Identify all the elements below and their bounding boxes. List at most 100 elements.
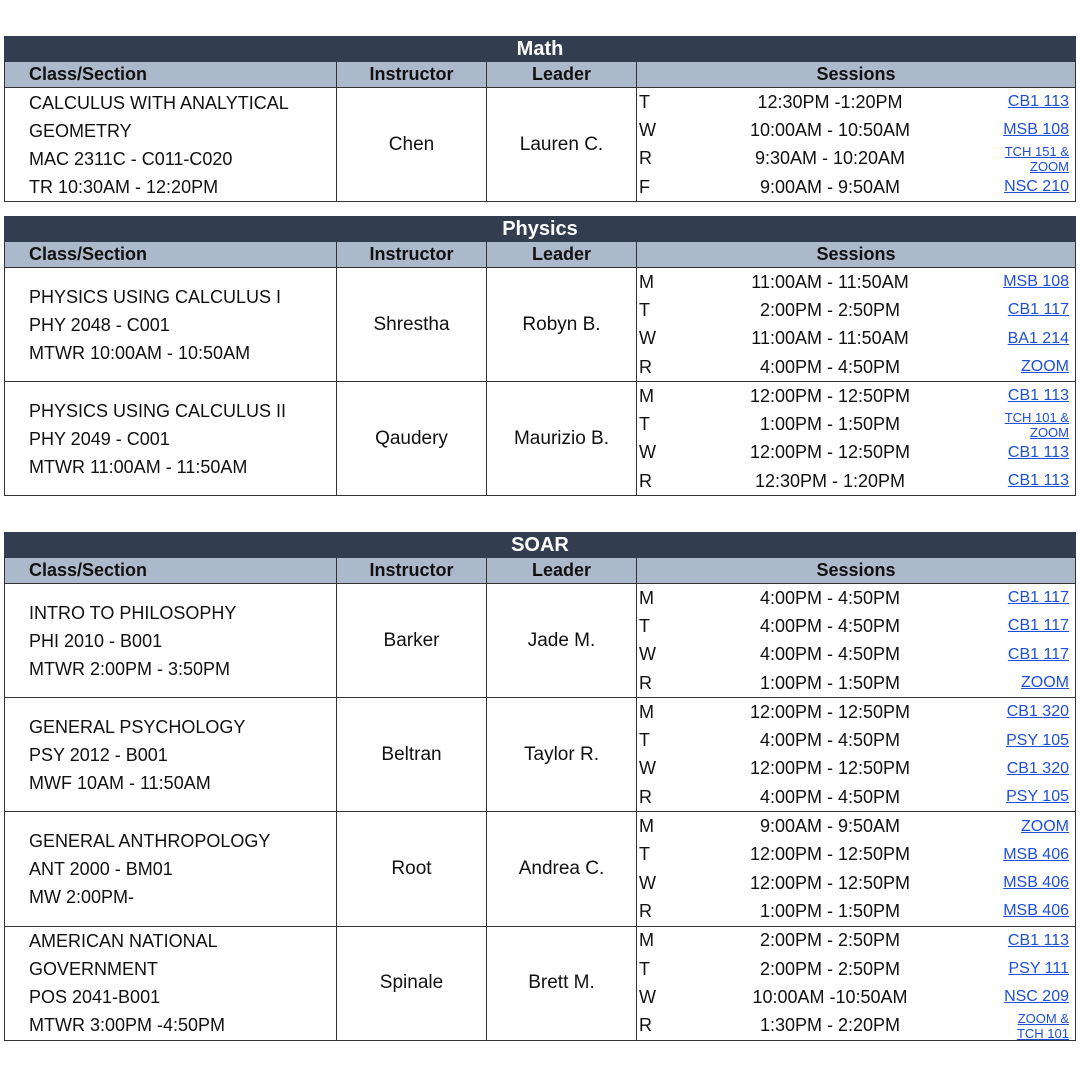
class-section-line: MAC 2311C - C011-C020 — [29, 148, 233, 169]
session-day: W — [639, 986, 656, 1007]
session-room-link[interactable]: MSB 108 — [1003, 273, 1069, 291]
session-time: 4:00PM - 4:50PM — [759, 615, 901, 636]
session-line: R 1:30PM - 2:20PM ZOOM & TCH 101 — [639, 1010, 1069, 1041]
session-room-link[interactable]: PSY 111 — [1008, 960, 1070, 977]
session-time: 11:00AM - 11:50AM — [751, 328, 909, 349]
session-line: T 12:00PM - 12:50PM MSB 406 — [639, 841, 1069, 869]
table-header-row: Class/Section Instructor Leader Sessions — [4, 62, 1076, 88]
column-header-sessions: Sessions — [816, 64, 896, 84]
session-time: 4:00PM - 4:50PM — [759, 786, 901, 807]
column-header-class: Class/Section — [5, 242, 337, 267]
session-line: R 1:00PM - 1:50PM MSB 406 — [639, 897, 1069, 925]
class-section-line: PSY 2012 - B001 — [29, 744, 168, 765]
subject-title: Math — [4, 36, 1076, 62]
subject-title: SOAR — [4, 532, 1076, 558]
session-time: 4:00PM - 4:50PM — [759, 587, 901, 608]
session-line: T 2:00PM - 2:50PM CB1 117 — [639, 296, 1069, 324]
session-line: R 4:00PM - 4:50PM ZOOM — [639, 353, 1069, 381]
session-time: 1:30PM - 2:20PM — [759, 1015, 901, 1036]
column-header-leader: Leader — [487, 558, 637, 583]
session-day: R — [639, 672, 652, 693]
leader-cell: Maurizio B. — [487, 382, 637, 496]
session-room-link[interactable]: MSB 108 — [1003, 121, 1069, 139]
session-room-link[interactable]: CB1 113 — [1007, 387, 1069, 405]
session-room-link[interactable]: CB1 117 — [1007, 589, 1069, 607]
sessions-cell: M 11:00AM - 11:50AM MSB 108 T 2:00PM - 2:50P… — [637, 268, 1075, 381]
session-room-link[interactable]: MSB 406 — [1003, 874, 1069, 892]
session-room-link[interactable]: ZOOM & TCH 101 — [1016, 1010, 1069, 1041]
session-time: 1:00PM - 1:50PM — [759, 414, 901, 435]
sessions-cell: M 4:00PM - 4:50PM CB1 117 T 4:00PM - 4:50PM C… — [637, 584, 1075, 697]
session-room-link[interactable]: CB1 320 — [1006, 703, 1069, 721]
column-header-instructor: Instructor — [337, 242, 487, 267]
class-section-line: ANT 2000 - BM01 — [29, 858, 173, 879]
session-room-link[interactable]: ZOOM — [1021, 817, 1069, 835]
class-section-line: PHY 2049 - C001 — [29, 428, 170, 449]
instructor-cell: Shrestha — [337, 268, 487, 382]
session-line: R 1:00PM - 1:50PM ZOOM — [639, 669, 1069, 697]
class-section-cell: CALCULUS WITH ANALYTICAL GEOMETRY MAC 2311… — [5, 88, 337, 202]
class-section-text: PHYSICS USING CALCULUS II PHY 2049 - C001… — [29, 397, 286, 481]
session-room-link[interactable]: CB1 320 — [1006, 759, 1069, 777]
schedule-table-soar: SOAR Class/Section Instructor Leader Session… — [4, 532, 1076, 1041]
session-time: 2:00PM - 2:50PM — [759, 930, 901, 951]
session-room-link[interactable]: CB1 113 — [1007, 443, 1069, 461]
session-day: R — [639, 356, 652, 377]
class-section-line: INTRO TO PHILOSOPHY — [29, 602, 237, 623]
course-row: CALCULUS WITH ANALYTICAL GEOMETRY MAC 2311… — [4, 88, 1076, 203]
class-section-text: CALCULUS WITH ANALYTICAL GEOMETRY MAC 2311… — [29, 89, 289, 201]
session-line: T 4:00PM - 4:50PM PSY 105 — [639, 726, 1069, 754]
column-header-sessions: Sessions — [816, 560, 896, 580]
sessions-cell: T 12:30PM -1:20PM CB1 113 W 10:00AM - 10:50A… — [637, 88, 1075, 201]
instructor-cell: Barker — [337, 584, 487, 698]
class-section-line: PHYSICS USING CALCULUS I — [29, 286, 282, 307]
class-section-cell: PHYSICS USING CALCULUS II PHY 2049 - C001… — [5, 382, 337, 496]
course-row: INTRO TO PHILOSOPHY PHI 2010 - B001 MTWR 2… — [4, 584, 1076, 699]
session-line: R 9:30AM - 10:20AM TCH 151 & ZOOM — [639, 143, 1069, 174]
session-room-link[interactable]: TCH 151 & ZOOM — [1004, 143, 1069, 174]
session-room-link[interactable]: MSB 406 — [1003, 902, 1069, 920]
class-section-text: PHYSICS USING CALCULUS I PHY 2048 - C001 M… — [29, 283, 281, 367]
session-room-link[interactable]: ZOOM — [1021, 674, 1069, 692]
session-line: T 12:30PM -1:20PM CB1 113 — [639, 88, 1069, 116]
session-room-link[interactable]: CB1 117 — [1007, 645, 1069, 663]
session-day: T — [639, 958, 650, 979]
session-day: R — [639, 1015, 652, 1036]
leader-cell: Robyn B. — [487, 268, 637, 382]
session-time: 10:00AM -10:50AM — [752, 986, 908, 1007]
session-room-link[interactable]: BA1 214 — [1007, 329, 1069, 347]
class-section-text: GENERAL ANTHROPOLOGY ANT 2000 - BM01 MW 2:… — [29, 827, 270, 911]
session-day: F — [639, 176, 650, 197]
class-section-line: PHI 2010 - B001 — [29, 630, 163, 651]
session-room-link[interactable]: CB1 113 — [1007, 472, 1069, 490]
session-room-link[interactable]: NSC 210 — [1004, 178, 1069, 196]
class-section-line: GOVERNMENT — [29, 959, 159, 980]
session-time: 12:00PM - 12:50PM — [749, 701, 911, 722]
session-room-link[interactable]: CB1 117 — [1007, 617, 1069, 635]
session-time: 1:00PM - 1:50PM — [759, 900, 901, 921]
session-room-link[interactable]: CB1 117 — [1007, 301, 1069, 319]
subject-title: Physics — [4, 216, 1076, 242]
session-room-link[interactable]: MSB 406 — [1003, 845, 1069, 863]
class-section-line: MTWR 10:00AM - 10:50AM — [29, 342, 251, 363]
session-room-link[interactable]: CB1 113 — [1007, 931, 1069, 949]
session-time: 12:30PM -1:20PM — [757, 91, 903, 112]
session-room-link[interactable]: ZOOM — [1021, 358, 1069, 376]
class-section-cell: GENERAL ANTHROPOLOGY ANT 2000 - BM01 MW 2:… — [5, 812, 337, 926]
session-day: M — [639, 587, 654, 608]
class-section-line: POS 2041-B001 — [29, 987, 161, 1008]
session-day: W — [639, 758, 656, 779]
session-time: 4:00PM - 4:50PM — [759, 644, 901, 665]
session-room-link[interactable]: TCH 101 & ZOOM — [1004, 409, 1069, 440]
session-room-link[interactable]: CB1 113 — [1007, 93, 1069, 111]
session-room-link[interactable]: PSY 105 — [1006, 731, 1069, 749]
session-line: T 2:00PM - 2:50PM PSY 111 — [639, 955, 1069, 983]
session-room-link[interactable]: NSC 209 — [1004, 988, 1069, 1006]
session-line: W 12:00PM - 12:50PM MSB 406 — [639, 869, 1069, 897]
session-room-link[interactable]: PSY 105 — [1006, 788, 1069, 806]
session-day: W — [639, 872, 656, 893]
course-row: AMERICAN NATIONAL GOVERNMENT POS 2041-B001… — [4, 926, 1076, 1041]
session-day: T — [639, 615, 650, 636]
session-time: 1:00PM - 1:50PM — [759, 672, 901, 693]
session-time: 2:00PM - 2:50PM — [759, 958, 901, 979]
